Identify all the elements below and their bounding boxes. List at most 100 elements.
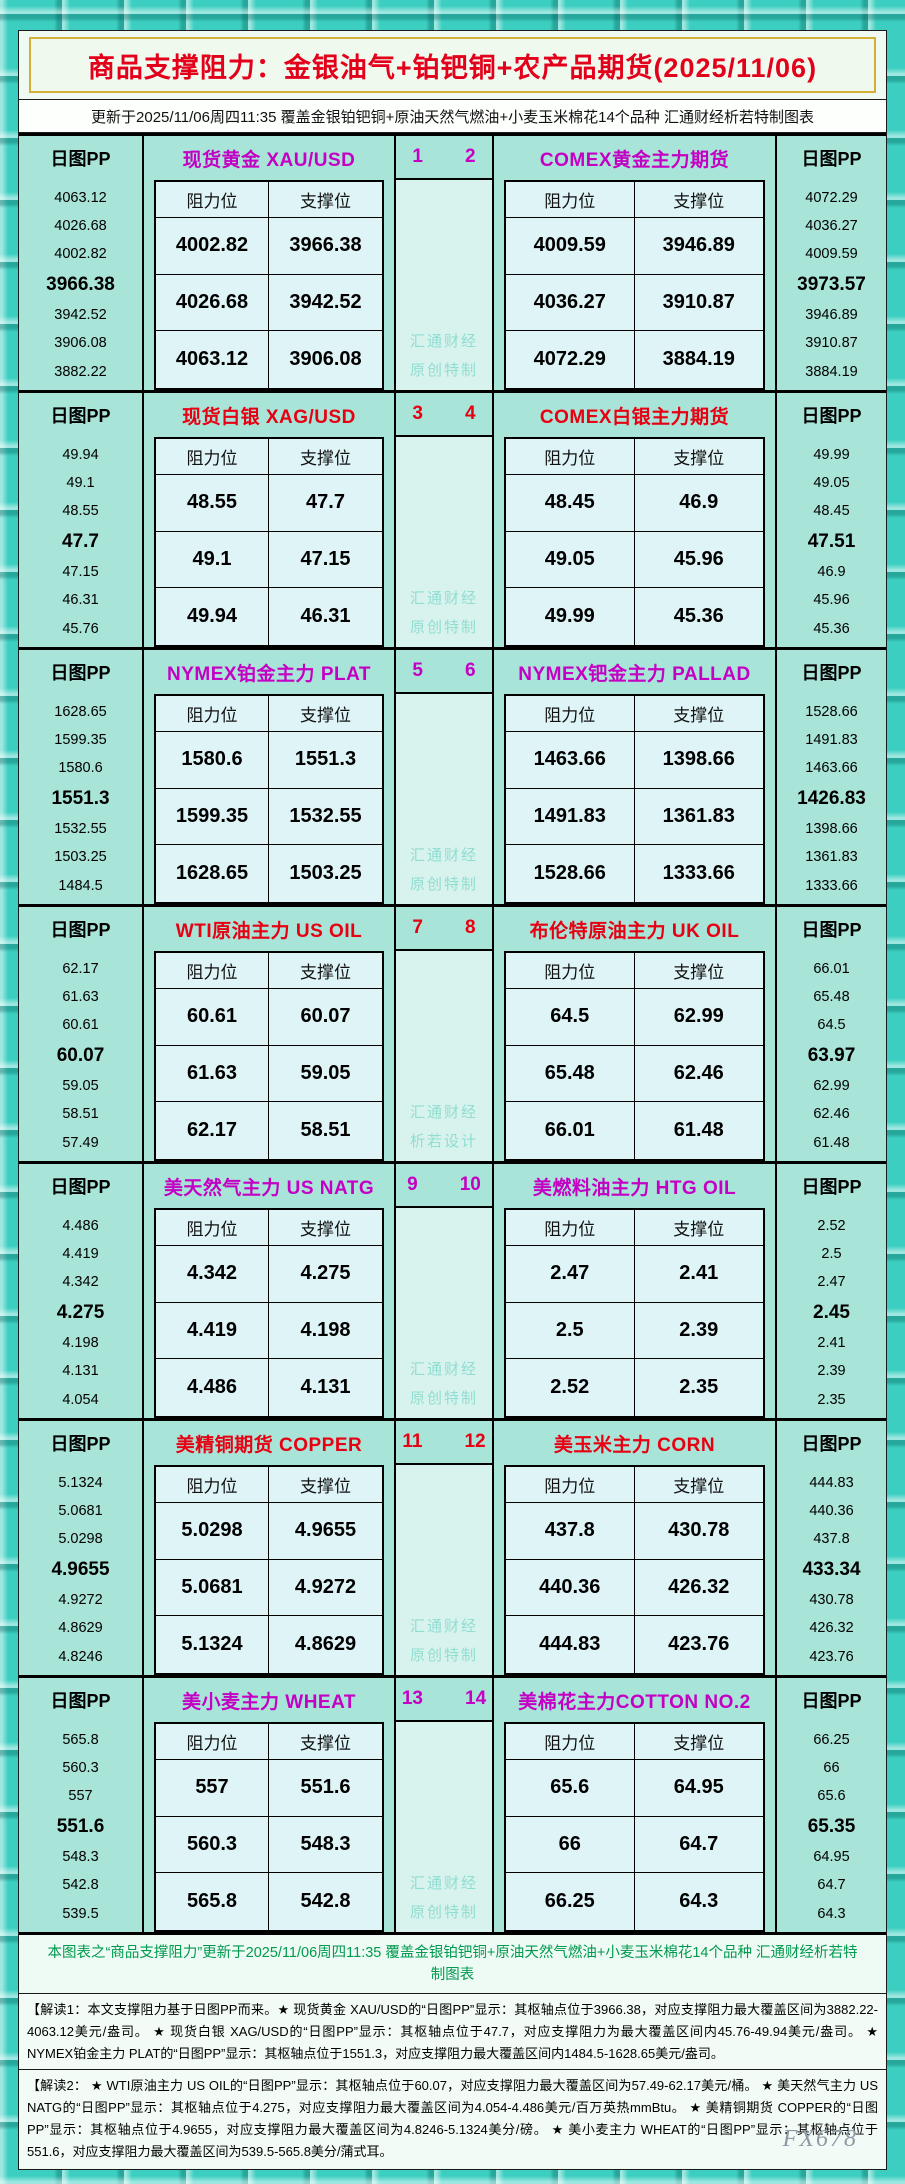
watermark-tagline: 析若设计 — [409, 1133, 478, 1150]
pp-value: 1580.6 — [58, 760, 103, 777]
pair-number: 5 — [412, 660, 423, 681]
support-cell: 64.7 — [634, 1816, 763, 1874]
pp-pivot-value: 1426.83 — [797, 788, 866, 810]
pp-value: 65.48 — [813, 989, 850, 1006]
support-header: 支撑位 — [634, 439, 763, 475]
pp-value: 60.61 — [62, 1017, 99, 1034]
pp-value: 2.47 — [817, 1274, 846, 1291]
support-header: 支撑位 — [269, 696, 382, 732]
support-cell: 2.41 — [634, 1246, 763, 1303]
pp-values-right: 1528.66 1491.83 1463.66 1426.83 1398.66 … — [777, 694, 886, 904]
instrument-title-left: 美小麦主力 WHEAT — [181, 1691, 357, 1713]
resistance-header: 阻力位 — [156, 1467, 269, 1503]
resistance-cell: 60.61 — [156, 989, 269, 1046]
pp-column-right: 日图PP 49.99 49.05 48.45 47.51 46.9 45.96 … — [777, 393, 886, 647]
resistance-cell: 444.83 — [506, 1616, 635, 1673]
pp-value: 66.25 — [813, 1731, 850, 1748]
resistance-header: 阻力位 — [506, 1724, 635, 1760]
pp-value: 440.36 — [809, 1503, 854, 1520]
pp-value: 1599.35 — [54, 732, 107, 749]
support-header: 支撑位 — [634, 696, 763, 732]
resistance-cell: 65.48 — [506, 1045, 635, 1103]
instrument-title-left: 现货白银 XAG/USD — [182, 406, 356, 428]
pp-column-left: 日图PP 1628.65 1599.35 1580.6 1551.3 1532.… — [19, 650, 144, 904]
resistance-cell: 4072.29 — [506, 331, 635, 388]
resistance-header: 阻力位 — [156, 953, 269, 989]
resistance-cell: 4026.68 — [156, 274, 269, 332]
pp-value: 4.198 — [62, 1335, 99, 1352]
pair-number: 7 — [412, 917, 423, 938]
support-cell: 551.6 — [269, 1760, 382, 1817]
support-cell: 1361.83 — [634, 788, 763, 846]
instrument-left: 美小麦主力 WHEAT 阻力位 支撑位 557 551.6 560.3 548.… — [144, 1678, 396, 1932]
pp-value: 1333.66 — [805, 877, 858, 894]
instrument-title-right: 美燃料油主力 HTG OIL — [532, 1177, 737, 1199]
pp-value: 48.45 — [813, 503, 850, 520]
watermark-brand: 汇通财经 — [409, 1618, 478, 1635]
watermark-tagline: 原创特制 — [409, 619, 478, 636]
resistance-header: 阻力位 — [506, 953, 635, 989]
pp-value: 4.131 — [62, 1363, 99, 1380]
support-cell: 3946.89 — [634, 218, 763, 275]
pp-label: 日图PP — [50, 663, 111, 683]
pp-pivot-value: 433.34 — [802, 1559, 861, 1581]
pair-numbers: 11 12 — [396, 1421, 492, 1465]
pp-label: 日图PP — [50, 1434, 111, 1454]
pair-numbers: 5 6 — [396, 650, 492, 694]
sr-table-left: 阻力位 支撑位 1580.6 1551.3 1599.35 1532.55 16… — [154, 694, 384, 904]
pp-label: 日图PP — [50, 1691, 111, 1711]
support-cell: 61.48 — [634, 1102, 763, 1159]
support-cell: 423.76 — [634, 1616, 763, 1673]
resistance-cell: 48.45 — [506, 475, 635, 532]
resistance-cell: 49.05 — [506, 531, 635, 589]
pp-value: 3882.22 — [54, 363, 107, 380]
support-cell: 2.35 — [634, 1359, 763, 1416]
resistance-cell: 66.25 — [506, 1873, 635, 1930]
support-cell: 4.275 — [269, 1246, 382, 1303]
pp-label: 日图PP — [50, 1177, 111, 1197]
pp-value: 4.486 — [62, 1217, 99, 1234]
pp-column-left: 日图PP 5.1324 5.0681 5.0298 4.9655 4.9272 … — [19, 1421, 144, 1675]
pp-value: 49.99 — [813, 446, 850, 463]
sr-table-left: 阻力位 支撑位 48.55 47.7 49.1 47.15 49.94 46.3… — [154, 437, 384, 647]
commodity-section: 日图PP 62.17 61.63 60.61 60.07 59.05 58.51… — [19, 904, 886, 1161]
support-cell: 45.96 — [634, 531, 763, 589]
resistance-cell: 4.419 — [156, 1302, 269, 1360]
pp-value: 1361.83 — [805, 849, 858, 866]
pp-value: 5.0298 — [58, 1531, 103, 1548]
support-cell: 46.9 — [634, 475, 763, 532]
resistance-cell: 440.36 — [506, 1559, 635, 1617]
support-cell: 47.15 — [269, 531, 382, 589]
sr-table-right: 阻力位 支撑位 1463.66 1398.66 1491.83 1361.83 … — [504, 694, 765, 904]
pp-value: 48.55 — [62, 503, 99, 520]
pp-value: 64.5 — [817, 1017, 846, 1034]
instrument-right: COMEX白银主力期货 阻力位 支撑位 48.45 46.9 49.05 45.… — [494, 393, 777, 647]
pp-pivot-value: 4.9655 — [51, 1559, 110, 1581]
instrument-right: COMEX黄金主力期货 阻力位 支撑位 4009.59 3946.89 4036… — [494, 136, 777, 390]
pp-value: 430.78 — [809, 1592, 854, 1609]
support-cell: 3884.19 — [634, 331, 763, 388]
resistance-cell: 1580.6 — [156, 732, 269, 789]
pair-number: 14 — [465, 1688, 487, 1709]
pp-value: 4002.82 — [54, 246, 107, 263]
watermark-tagline: 原创特制 — [409, 362, 478, 379]
pp-value: 542.8 — [62, 1877, 99, 1894]
pp-values-right: 444.83 440.36 437.8 433.34 430.78 426.32… — [777, 1465, 886, 1675]
update-subtitle: 更新于2025/11/06周四11:35 覆盖金银铂钯铜+原油天然气燃油+小麦玉… — [91, 108, 814, 126]
instrument-title-right: 美棉花主力COTTON NO.2 — [518, 1691, 751, 1713]
note-2: 【解读2： ★ WTI原油主力 US OIL的“日图PP”显示：其枢轴点位于60… — [19, 2069, 886, 2167]
watermark-brand: 汇通财经 — [409, 333, 478, 350]
middle-column: 7 8 汇通财经 析若设计 — [396, 907, 494, 1161]
pp-value: 49.94 — [62, 446, 99, 463]
watermark-brand: 汇通财经 — [409, 847, 478, 864]
pair-numbers: 7 8 — [396, 907, 492, 951]
pp-value: 4.8629 — [58, 1620, 103, 1637]
pp-value: 3910.87 — [805, 335, 858, 352]
pp-value: 3942.52 — [54, 307, 107, 324]
pp-pivot-value: 60.07 — [56, 1045, 105, 1067]
pp-values-left: 1628.65 1599.35 1580.6 1551.3 1532.55 15… — [19, 694, 142, 904]
pp-value: 444.83 — [809, 1474, 854, 1491]
page-title: 商品支撑阻力：金银油气+铂钯铜+农产品期货(2025/11/06) — [87, 52, 818, 83]
watermark-tagline: 原创特制 — [409, 1647, 478, 1664]
